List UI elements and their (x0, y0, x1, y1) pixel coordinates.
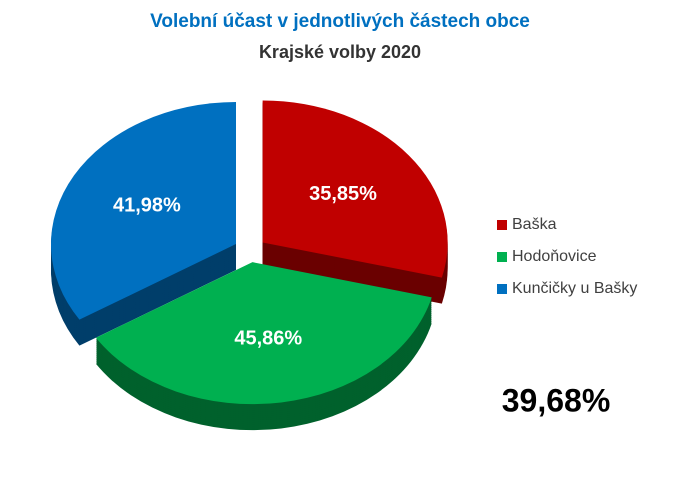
chart-title: Volební účast v jednotlivých částech obc… (150, 11, 530, 32)
legend-label: Hodoňovice (512, 248, 597, 265)
slice (95, 262, 432, 405)
legend-label: Baška (512, 216, 557, 233)
annotation: 39,68% (502, 382, 611, 418)
slice (262, 100, 448, 278)
data-label: 41,98% (113, 195, 181, 217)
chart-subtitle: Krajské volby 2020 (259, 42, 421, 62)
data-label: 35,85% (309, 183, 377, 205)
slice (50, 102, 236, 320)
legend-swatch (497, 252, 507, 262)
data-label: 45,86% (234, 328, 302, 350)
legend-label: Kunčičky u Bašky (512, 280, 637, 297)
legend-swatch (497, 284, 507, 294)
legend-swatch (497, 220, 507, 230)
